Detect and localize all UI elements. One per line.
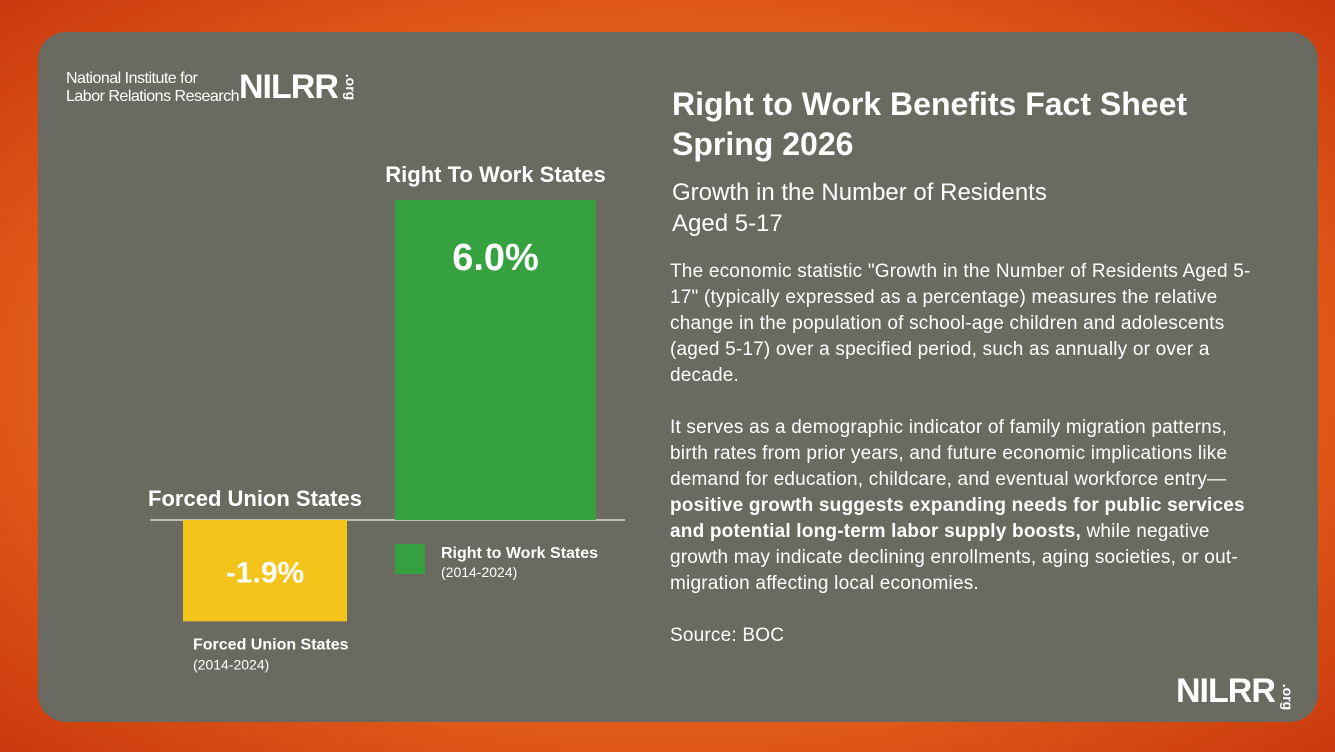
value-label: -1.9% <box>226 557 304 590</box>
legend-period: (2014-2024) <box>441 564 517 580</box>
category-label: Right To Work States <box>385 162 605 187</box>
logo: National Institute for Labor Relations R… <box>66 68 364 107</box>
bar <box>395 200 596 520</box>
title: Right to Work Benefits Fact Sheet Spring… <box>672 84 1187 164</box>
paragraph: It serves as a demographic indicator of … <box>670 415 1270 597</box>
logo-line: Labor Relations Research <box>66 87 240 105</box>
title-line: Spring 2026 <box>672 126 854 162</box>
subtitle-line: Aged 5-17 <box>672 210 783 237</box>
bar <box>183 520 347 622</box>
value-label: 6.0% <box>452 237 539 279</box>
text: while negative growth may indicate decli… <box>670 521 1238 594</box>
source: Source: BOC <box>670 625 785 646</box>
chart: Forced Union States -1.9% Forced Union Sta… <box>148 162 625 672</box>
emphasis: positive growth suggests expanding needs… <box>670 495 1245 542</box>
paragraph: The economic statistic "Growth in the Nu… <box>670 261 1251 386</box>
subtitle: Growth in the Number of Residents Aged 5… <box>672 177 1047 239</box>
legend-swatch <box>395 544 425 574</box>
logo-mark: NILRR <box>239 68 339 106</box>
category-label: Forced Union States <box>148 486 362 511</box>
logo-suffix: .org <box>1280 683 1297 711</box>
legend-label: Forced Union States <box>193 636 349 653</box>
text: It serves as a demographic indicator of … <box>670 417 1228 490</box>
legend-label: Right to Work States <box>441 545 598 562</box>
footer-logo: NILRR .org <box>1176 672 1301 711</box>
logo-mark: NILRR <box>1176 672 1276 710</box>
logo-line: National Institute for <box>66 69 198 87</box>
subtitle-line: Growth in the Number of Residents <box>672 179 1047 206</box>
legend-period: (2014-2024) <box>193 656 269 672</box>
title-line: Right to Work Benefits Fact Sheet <box>672 86 1188 122</box>
